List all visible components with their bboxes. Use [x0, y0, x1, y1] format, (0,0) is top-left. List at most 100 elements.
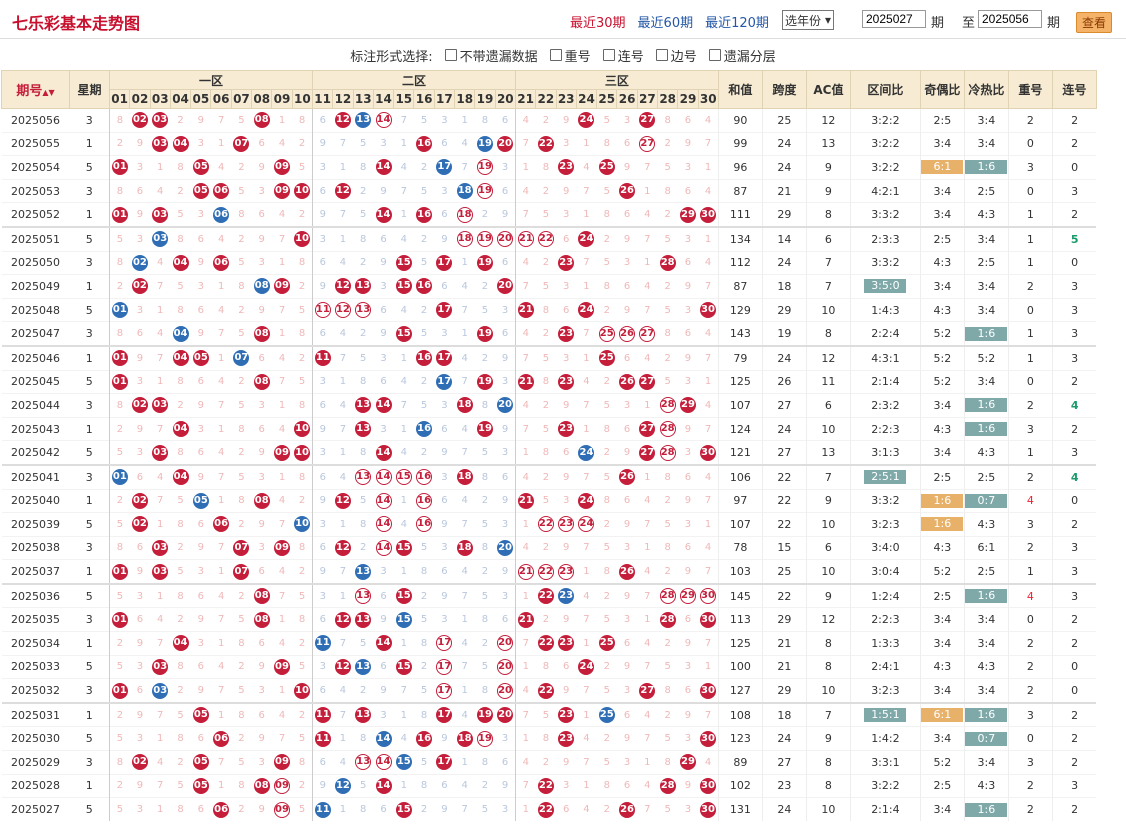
odd-even-cell: 3:4: [919, 726, 965, 751]
ball: 22: [537, 516, 554, 533]
table-row: 2025037 1 01 9 03 5 3 1 07 6 4 2 9 7 13 3 1 8 6 4 2 9 21 22 23 1 8…: [1, 559, 1097, 584]
ball: 11: [314, 350, 331, 367]
omission-cell: 1: [210, 488, 232, 513]
hot-cold-cell: 1:6: [963, 393, 1009, 418]
option-repeat[interactable]: 重号: [549, 46, 591, 65]
checkbox-icon[interactable]: [708, 49, 721, 61]
omission-cell: 7: [332, 344, 354, 371]
omission-cell: 9: [190, 607, 211, 632]
span-cell: 24: [761, 250, 807, 275]
option-layered[interactable]: 遗漏分层: [708, 46, 776, 65]
omission-cell: 6: [616, 631, 638, 656]
omission-cell: 2: [292, 559, 313, 584]
omission-cell: 4: [515, 535, 536, 560]
col-issue[interactable]: 期号▲▼: [1, 70, 70, 109]
omission-cell: 2: [353, 250, 374, 275]
omission-cell: 8: [353, 155, 374, 180]
option-no-omission[interactable]: 不带遗漏数据: [444, 46, 538, 65]
ball: 17: [436, 302, 453, 319]
weekday-cell: 5: [69, 726, 110, 751]
ball: 18: [456, 397, 473, 414]
checkbox-icon[interactable]: [602, 49, 615, 61]
ball-cell: 25: [596, 701, 617, 727]
omission-cell: 7: [637, 297, 658, 322]
ball-cell: 30: [698, 773, 719, 798]
col-num: 12: [332, 89, 354, 109]
hot-cold-cell: 3:4: [963, 297, 1009, 322]
option-consecutive[interactable]: 连号: [602, 46, 644, 65]
ball: 06: [213, 801, 230, 818]
odd-even-cell: 4:3: [919, 535, 965, 560]
checkbox-icon[interactable]: [655, 49, 668, 61]
omission-cell: 7: [150, 274, 171, 299]
sum-cell: 111: [717, 202, 763, 227]
odd-even-cell: 5:2: [919, 369, 965, 394]
ball-cell: 13: [353, 607, 374, 632]
omission-cell: 4: [271, 131, 293, 156]
omission-cell: 3: [190, 131, 211, 156]
from-issue-input[interactable]: [862, 10, 926, 28]
omission-cell: 5: [231, 393, 252, 418]
ball: 27: [639, 444, 656, 461]
hot-cold-tag: 0:7: [965, 493, 1008, 508]
omission-cell: 5: [108, 654, 130, 679]
table-row: 2025032 3 01 6 03 2 9 7 5 3 1 10 6 4 2 9 7 5 17 1 8 20 4 22 9 7 5 3…: [1, 678, 1097, 703]
omission-cell: 4: [210, 654, 232, 679]
omission-cell: 6: [556, 440, 577, 465]
sum-cell: 131: [717, 797, 763, 821]
ball-cell: 23: [556, 726, 577, 751]
range-120[interactable]: 最近120期: [705, 16, 769, 31]
sum-cell: 106: [717, 463, 763, 489]
omission-cell: 9: [251, 654, 272, 679]
to-issue-input[interactable]: [978, 10, 1042, 28]
omission-cell: 4: [393, 155, 414, 180]
ball-cell: 23: [556, 369, 577, 394]
ball: 04: [172, 421, 189, 438]
omission-cell: 9: [616, 582, 638, 608]
ball: 09: [274, 159, 291, 176]
ball-cell: 02: [129, 274, 151, 299]
ball-cell: 12: [332, 773, 354, 798]
hot-cold-cell: 0:7: [963, 726, 1009, 751]
consecutive-cell: 2: [1051, 631, 1097, 656]
ball-cell: 02: [129, 108, 151, 133]
query-button[interactable]: 查看: [1076, 12, 1113, 33]
year-select[interactable]: 选年份 ▾: [782, 10, 835, 30]
omission-cell: 8: [596, 488, 617, 513]
range-60[interactable]: 最近60期: [637, 16, 694, 31]
option-edge[interactable]: 边号: [655, 46, 697, 65]
ball: 10: [294, 421, 311, 438]
ball-cell: 15: [393, 607, 414, 632]
omission-cell: 6: [129, 607, 151, 632]
omission-cell: 6: [373, 369, 394, 394]
omission-cell: 4: [150, 178, 171, 203]
ball: 04: [172, 254, 189, 271]
issue-cell: 2025030: [1, 726, 70, 751]
omission-cell: 7: [515, 416, 536, 441]
checkbox-icon[interactable]: [549, 49, 562, 61]
omission-cell: 9: [556, 108, 577, 133]
omission-cell: 2: [474, 488, 496, 513]
omission-cell: 2: [413, 654, 435, 679]
omission-cell: 8: [108, 535, 130, 560]
ball-cell: 03: [150, 202, 171, 227]
checkbox-icon[interactable]: [444, 49, 457, 61]
odd-even-cell: 6:1: [919, 701, 965, 727]
zone-ratio-cell: 1:5:1: [849, 701, 921, 727]
omission-cell: 1: [515, 797, 536, 821]
weekday-cell: 5: [69, 654, 110, 679]
range-30[interactable]: 最近30期: [570, 16, 626, 31]
omission-cell: 4: [393, 369, 414, 394]
ball: 05: [192, 707, 209, 724]
omission-cell: 3: [495, 582, 516, 608]
ball: 01: [111, 373, 128, 390]
omission-cell: 6: [251, 131, 272, 156]
consecutive-cell: 2: [1051, 726, 1097, 751]
omission-cell: 8: [474, 463, 496, 489]
ball: 11: [314, 635, 331, 652]
ball: 03: [152, 444, 169, 461]
col-num: 28: [657, 89, 679, 109]
zone-ratio-cell: 3:2:3: [849, 512, 921, 537]
issue-cell: 2025042: [1, 440, 70, 465]
zone-ratio-tag: 3:5:0: [864, 279, 907, 294]
